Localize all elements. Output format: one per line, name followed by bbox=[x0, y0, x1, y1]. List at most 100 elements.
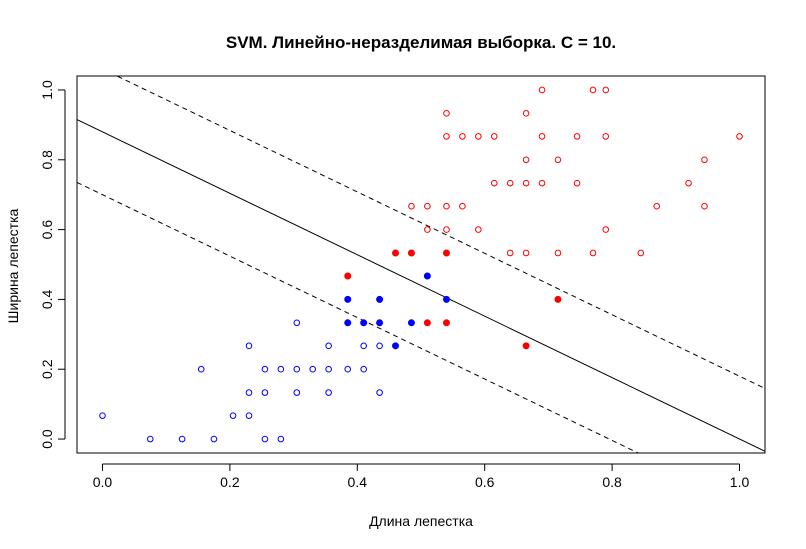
open-point bbox=[309, 365, 317, 373]
filled-point bbox=[407, 249, 415, 257]
data-points bbox=[99, 86, 743, 443]
margin-line bbox=[115, 76, 765, 389]
open-point bbox=[197, 365, 205, 373]
open-point bbox=[293, 319, 301, 327]
decision-lines bbox=[77, 76, 765, 453]
open-point bbox=[443, 202, 450, 210]
open-point bbox=[522, 249, 530, 257]
filled-point bbox=[442, 319, 450, 327]
open-point bbox=[701, 156, 708, 164]
filled-point bbox=[376, 295, 384, 303]
y-axis: 0.0 0.2 0.4 0.6 0.8 1.0 bbox=[39, 80, 66, 449]
x-tick-label: 0.6 bbox=[475, 474, 495, 490]
filled-point bbox=[407, 319, 415, 327]
x-axis: 0.0 0.2 0.4 0.6 0.8 1.0 bbox=[93, 463, 750, 490]
filled-point bbox=[442, 249, 450, 257]
open-point bbox=[293, 389, 301, 396]
filled-point bbox=[344, 272, 352, 280]
open-point bbox=[475, 226, 482, 233]
open-point bbox=[443, 226, 450, 233]
open-point bbox=[685, 179, 692, 187]
open-point bbox=[261, 389, 269, 396]
open-point bbox=[589, 86, 597, 94]
filled-point bbox=[423, 272, 431, 280]
open-point bbox=[376, 342, 383, 350]
open-point bbox=[424, 202, 431, 210]
open-point bbox=[459, 202, 466, 210]
y-tick-label: 1.0 bbox=[39, 80, 55, 100]
open-point bbox=[178, 435, 186, 443]
x-tick-label: 0.8 bbox=[602, 474, 622, 490]
open-point bbox=[522, 179, 530, 187]
open-point bbox=[245, 389, 253, 396]
decision-boundary-line bbox=[77, 119, 765, 452]
filled-point bbox=[423, 319, 431, 327]
open-point bbox=[424, 226, 431, 233]
open-point bbox=[538, 86, 546, 94]
x-tick-label: 0.0 bbox=[93, 474, 113, 490]
open-point bbox=[736, 133, 743, 140]
filled-point bbox=[376, 319, 384, 327]
open-point bbox=[602, 226, 610, 233]
filled-point bbox=[392, 342, 400, 350]
open-point bbox=[99, 412, 106, 419]
y-tick-label: 0.0 bbox=[39, 429, 55, 449]
open-point bbox=[325, 342, 332, 350]
open-point bbox=[293, 365, 301, 373]
x-axis-label: Длина лепестка bbox=[369, 513, 473, 529]
open-point bbox=[538, 179, 546, 187]
open-point bbox=[573, 179, 581, 187]
open-point bbox=[245, 412, 253, 419]
open-point bbox=[360, 342, 367, 350]
open-point bbox=[325, 389, 332, 396]
open-point bbox=[573, 133, 581, 140]
chart-title: SVM. Линейно-неразделимая выборка. С = 1… bbox=[226, 33, 616, 52]
y-axis-label: Ширина лепестка bbox=[5, 208, 21, 323]
x-tick-label: 1.0 bbox=[730, 474, 750, 490]
filled-point bbox=[554, 295, 562, 303]
filled-point bbox=[522, 342, 530, 350]
open-point bbox=[475, 133, 482, 140]
open-point bbox=[554, 156, 562, 164]
open-point bbox=[490, 133, 498, 140]
open-point bbox=[443, 110, 450, 117]
plot-frame bbox=[76, 75, 766, 454]
open-point bbox=[538, 133, 546, 140]
open-point bbox=[554, 249, 562, 257]
open-point bbox=[443, 133, 450, 140]
open-point bbox=[245, 342, 253, 350]
y-tick-label: 0.6 bbox=[39, 220, 55, 240]
open-point bbox=[277, 435, 285, 443]
open-point bbox=[261, 365, 269, 373]
open-point bbox=[210, 435, 218, 443]
open-point bbox=[522, 110, 530, 117]
open-point bbox=[637, 249, 645, 257]
open-point bbox=[408, 202, 415, 210]
y-tick-label: 0.2 bbox=[39, 359, 55, 379]
margin-line bbox=[77, 181, 640, 453]
open-point bbox=[459, 133, 466, 140]
x-tick-label: 0.2 bbox=[220, 474, 240, 490]
open-point bbox=[522, 156, 530, 164]
open-point bbox=[701, 202, 708, 210]
x-tick-label: 0.4 bbox=[348, 474, 368, 490]
filled-point bbox=[360, 319, 368, 327]
open-point bbox=[229, 412, 237, 419]
filled-point bbox=[442, 295, 450, 303]
filled-point bbox=[392, 249, 400, 257]
open-point bbox=[325, 365, 332, 373]
open-point bbox=[146, 435, 154, 443]
open-point bbox=[261, 435, 269, 443]
open-point bbox=[602, 86, 610, 94]
open-point bbox=[344, 365, 352, 373]
open-point bbox=[376, 389, 383, 396]
y-tick-label: 0.8 bbox=[39, 150, 55, 170]
open-point bbox=[506, 249, 514, 257]
open-point bbox=[653, 202, 661, 210]
y-tick-label: 0.4 bbox=[39, 289, 55, 309]
open-point bbox=[490, 179, 498, 187]
open-point bbox=[360, 365, 367, 373]
open-point bbox=[602, 133, 610, 140]
open-point bbox=[589, 249, 597, 257]
